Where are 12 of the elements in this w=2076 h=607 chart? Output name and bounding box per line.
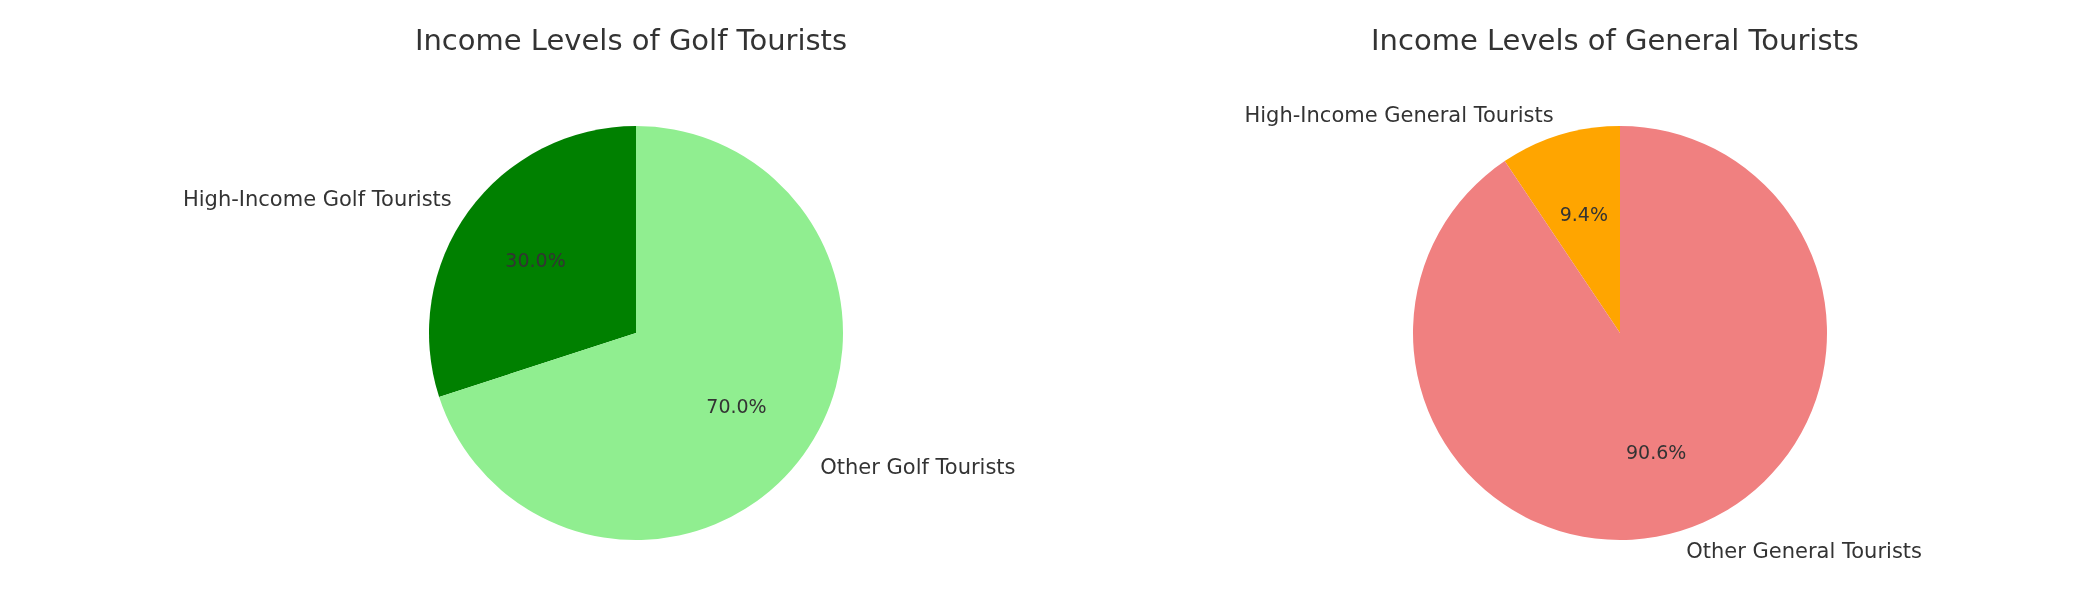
slice-label: Other Golf Tourists: [820, 454, 1016, 479]
slice-label: Other General Tourists: [1686, 538, 1923, 563]
slice-label: High-Income General Tourists: [1244, 103, 1554, 128]
data-label: 9.4%: [1559, 203, 1608, 226]
pie-slice: [1413, 126, 1827, 540]
data-label: 70.0%: [706, 395, 767, 417]
chart-title: Income Levels of Golf Tourists: [414, 23, 848, 57]
pie-slice: [1504, 126, 1620, 333]
slice-label: High-Income Golf Tourists: [182, 187, 452, 212]
chart-title: Income Levels of General Tourists: [1371, 23, 1859, 57]
data-label: 90.6%: [1625, 440, 1687, 463]
data-label: 30.0%: [505, 249, 566, 271]
